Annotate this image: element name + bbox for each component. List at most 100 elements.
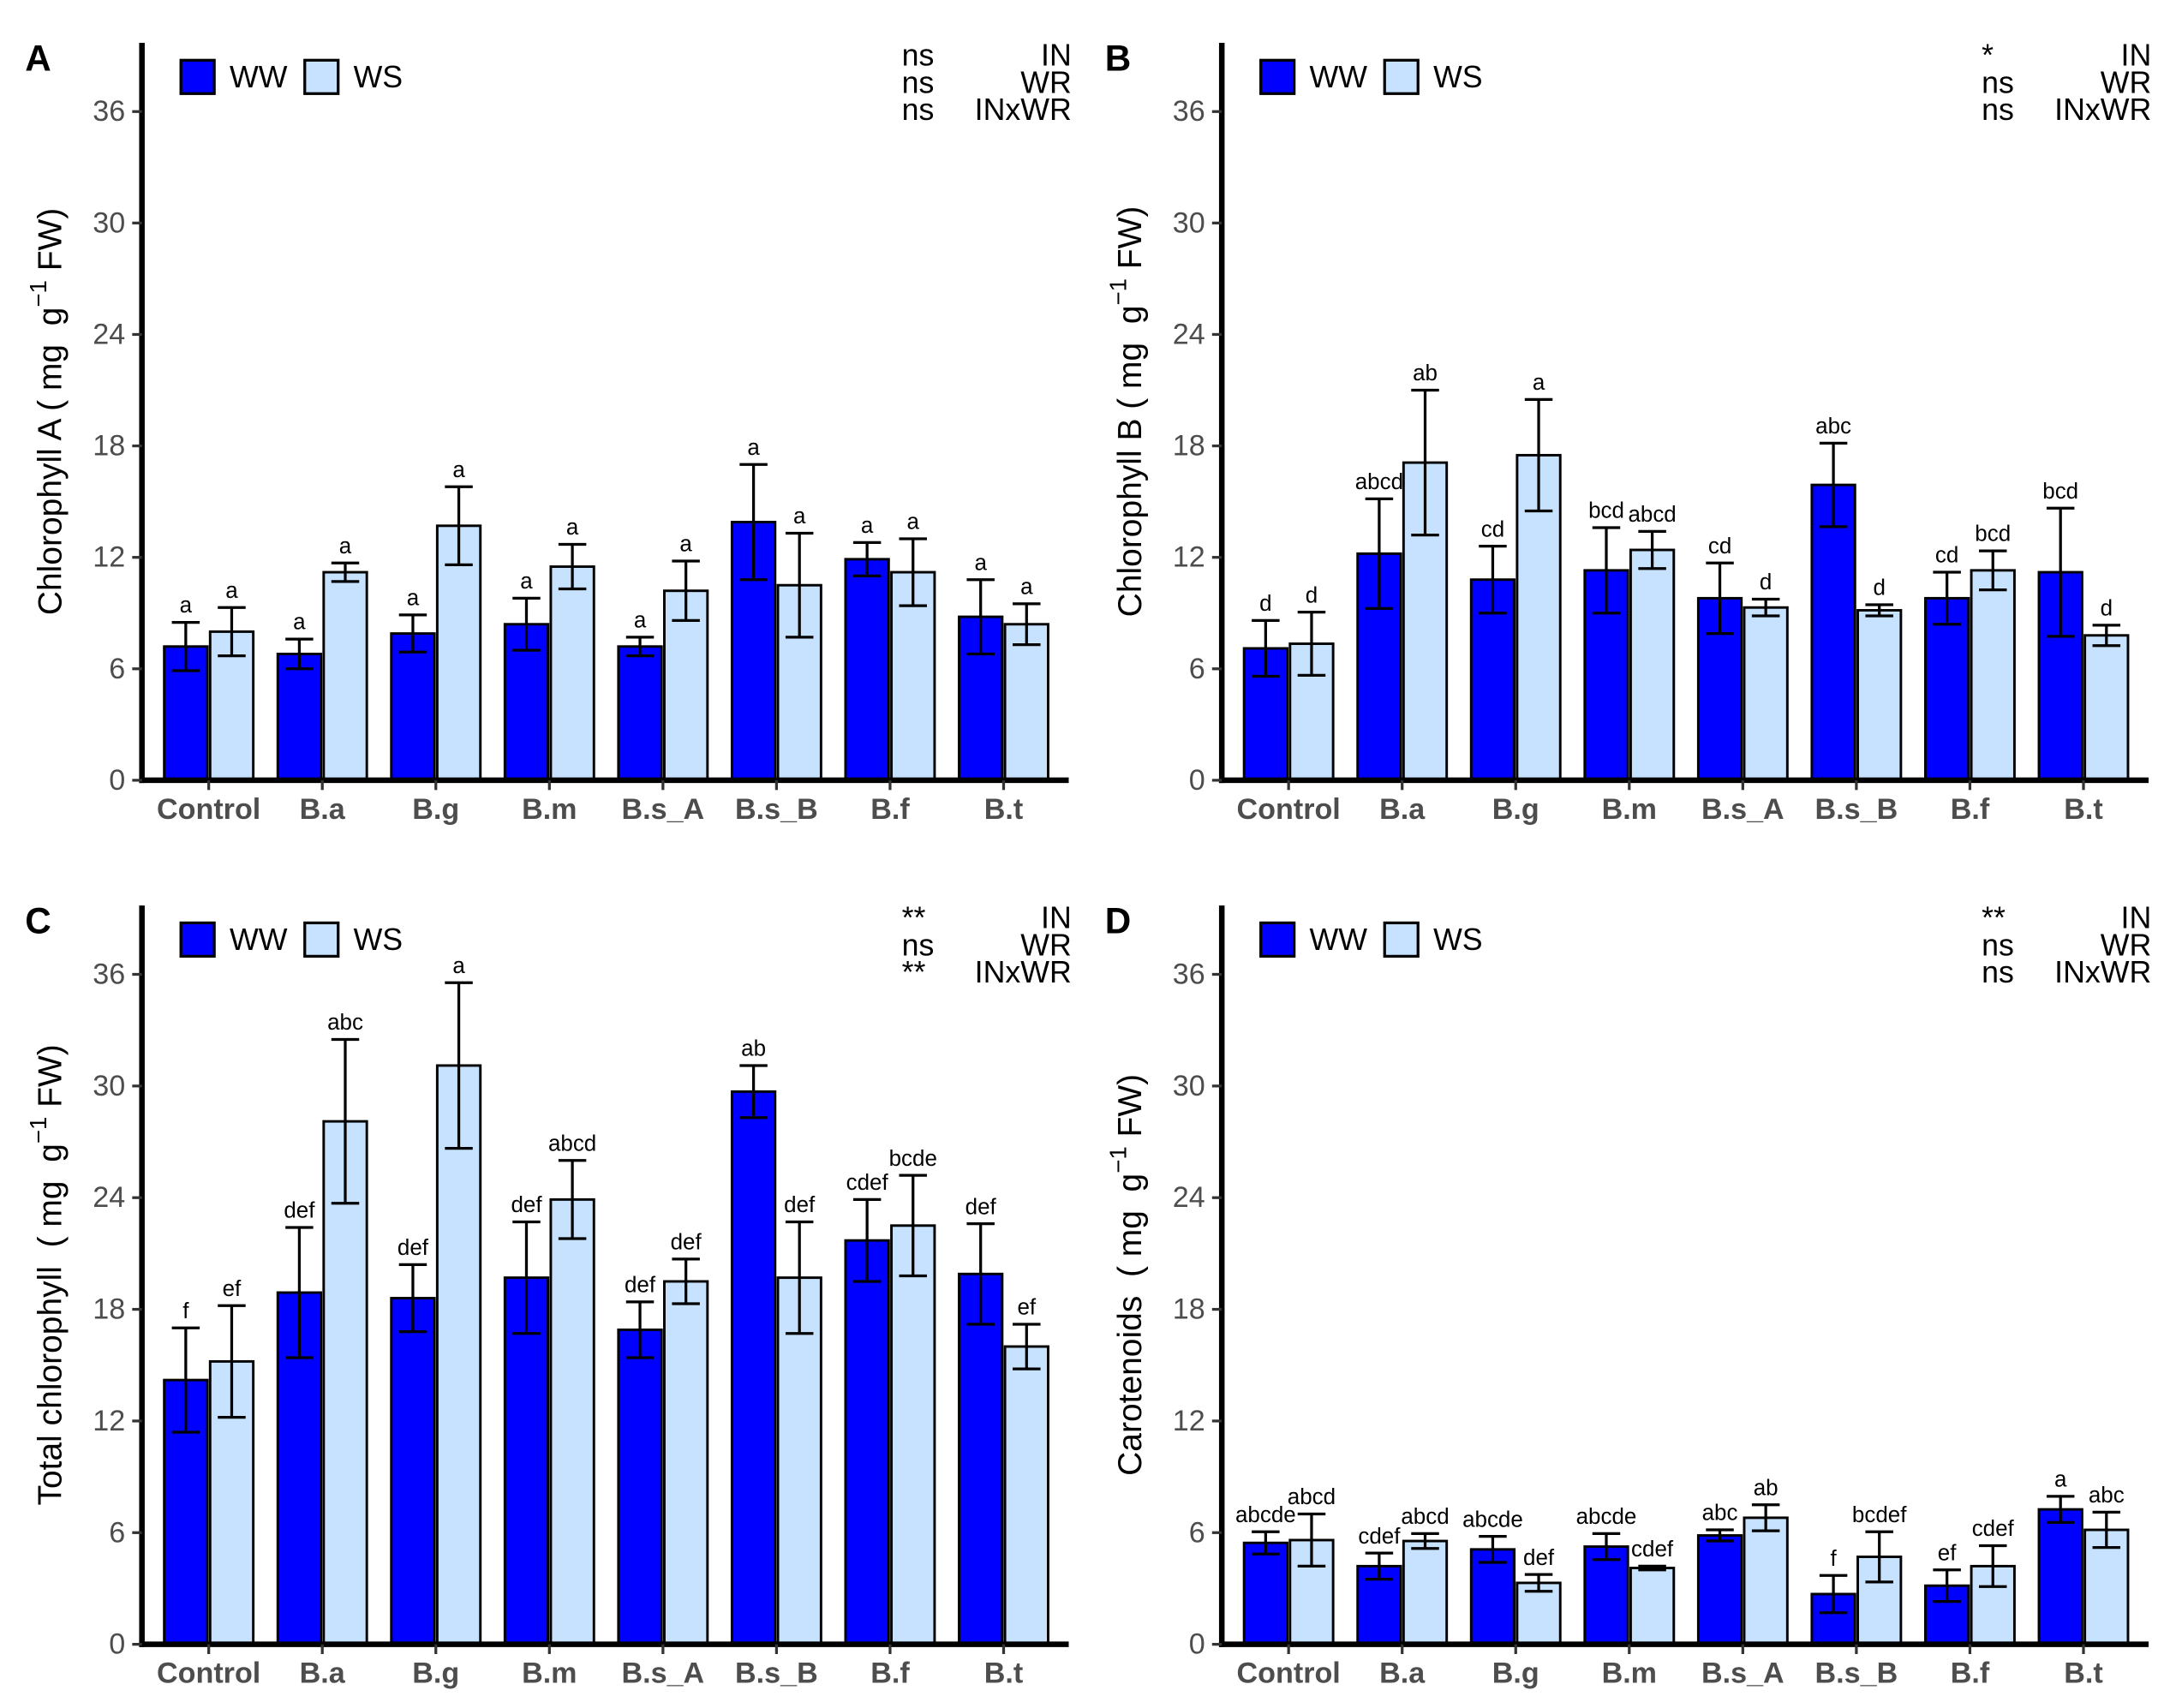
x-tick-label: B.s_A (1701, 793, 1784, 826)
significance-mark: ns (1982, 65, 2014, 99)
significance-letter: a (861, 512, 874, 538)
y-axis-title-unit: FW) (1111, 206, 1148, 278)
significance-mark: ** (1982, 901, 2006, 935)
y-tick-label: 30 (93, 206, 125, 239)
significance-letter: abcde (1462, 1506, 1523, 1532)
bar-ww-control (1242, 1541, 1288, 1646)
error-bar (852, 540, 882, 577)
significance-letter: cd (1481, 516, 1504, 541)
significance-mark: ** (902, 955, 926, 989)
error-bar (218, 606, 246, 658)
error-bar (1479, 1535, 1507, 1564)
x-tick-label: B.s_B (735, 793, 818, 826)
error-bar (285, 1226, 314, 1359)
legend-swatch-ww (179, 58, 216, 95)
significance-letter: d (1259, 590, 1271, 616)
y-tick-label: 24 (93, 1181, 125, 1214)
error-bar (1865, 603, 1893, 618)
significance-letter: a (974, 549, 987, 575)
y-tick-label: 0 (1189, 764, 1205, 797)
x-tick-label: B.g (412, 1657, 459, 1690)
bar-ww-b-m (1583, 1545, 1629, 1646)
legend-label-ws: WS (354, 923, 404, 957)
legend-label-ww: WW (230, 60, 288, 94)
significance-letter: a (452, 953, 465, 978)
bar-ws-b-t (2083, 1528, 2130, 1646)
significance-letter: a (225, 577, 238, 603)
y-tick-label: 24 (93, 318, 125, 350)
legend-label-ww: WW (1310, 923, 1368, 957)
y-tick-label: 0 (109, 1628, 125, 1661)
significance-mark: ns (902, 39, 935, 73)
bars: abcde cdef abcde abcde abc f ef a abcd abcd def cde… (1235, 1466, 2130, 1646)
anova-significance: * IN ns WR ns INxWR (1982, 39, 2151, 127)
y-tick-label: 30 (1173, 1070, 1205, 1102)
significance-letter: cdef (1972, 1515, 2015, 1541)
significance-letter: bcd (1588, 498, 1624, 523)
significance-letter: cdef (1358, 1523, 1401, 1549)
anova-significance: ** IN ns WR ns INxWR (1982, 901, 2151, 989)
legend-label-ws: WS (1433, 60, 1483, 94)
x-tick-label: B.g (412, 793, 459, 826)
error-bar (1411, 1532, 1439, 1550)
error-bar (512, 1220, 541, 1335)
significance-letter: a (634, 607, 647, 633)
error-bar (672, 1257, 700, 1305)
y-tick-label: 12 (1173, 541, 1205, 574)
error-bar (625, 1300, 655, 1359)
x-tick-label: B.t (984, 1657, 1023, 1690)
bar-ws-b-s-a (663, 1280, 709, 1646)
significance-letter: ef (1938, 1539, 1957, 1565)
legend-label-ww: WW (1310, 60, 1368, 94)
significance-letter: a (520, 568, 533, 594)
significance-letter: d (1306, 582, 1318, 607)
error-bar (285, 637, 314, 671)
panel-a: a a a a a a a a a a a a a a a a 0 6 12 18 24 30 36 Control B.a B.… (24, 38, 1071, 826)
y-axis-title-main: Carotenoids ( mg g (1111, 1174, 1148, 1476)
error-bar (785, 531, 814, 639)
error-bar (1524, 1573, 1553, 1593)
bar-ww-b-f (844, 558, 890, 782)
bars: a a a a a a a a a a a a a a a a (163, 434, 1049, 782)
error-bar (331, 561, 360, 583)
error-bar (558, 1159, 587, 1240)
bar-ww-b-s-b (1810, 483, 1856, 782)
x-tick-label: B.s_A (622, 1657, 705, 1690)
significance-letter: a (1533, 369, 1545, 395)
error-bar (512, 596, 541, 652)
error-bar (2046, 506, 2075, 638)
x-tick-label: B.a (1379, 1657, 1426, 1690)
bar-ws-b-m (1629, 548, 1676, 782)
error-bar (1297, 1512, 1326, 1568)
error-bar (2092, 624, 2121, 648)
significance-mark: ns (902, 65, 935, 99)
y-tick-label: 6 (1189, 653, 1205, 685)
x-tick-label: B.t (2064, 793, 2102, 826)
error-bar (1524, 397, 1553, 513)
bars: fdefdefdefdefabcdefdefefabcaabcddefdefbc… (163, 953, 1049, 1646)
significance-letter: ef (223, 1275, 242, 1301)
error-bar (1638, 1564, 1666, 1572)
bar-ws-b-g (435, 524, 482, 782)
y-axis-title: Chlorophyll A ( mg g−1 FW) (24, 208, 69, 615)
significance-term: IN (1041, 901, 1072, 935)
error-bar (625, 636, 655, 658)
significance-letter: bcd (1975, 521, 2011, 546)
significance-letter: a (452, 457, 465, 482)
legend-swatch-ww (1259, 921, 1296, 959)
significance-letter: abc (1702, 1500, 1738, 1526)
bar-ws-b-a (322, 1120, 368, 1646)
significance-letter: abcd (1628, 501, 1676, 527)
error-bar (398, 613, 427, 654)
bar-ws-b-f (1970, 569, 2016, 782)
bar-ww-b-m (503, 1276, 550, 1646)
panel-c: fdefdefdefdefabcdefdefefabcaabcddefdefbc… (24, 900, 1071, 1689)
error-bar (1865, 1530, 1893, 1584)
bar-ws-b-s-a (1743, 606, 1789, 782)
error-bar (1979, 1544, 2007, 1588)
error-bar (899, 1174, 927, 1278)
significance-letter: def (625, 1272, 656, 1298)
legend: WW WS (1259, 58, 1483, 95)
